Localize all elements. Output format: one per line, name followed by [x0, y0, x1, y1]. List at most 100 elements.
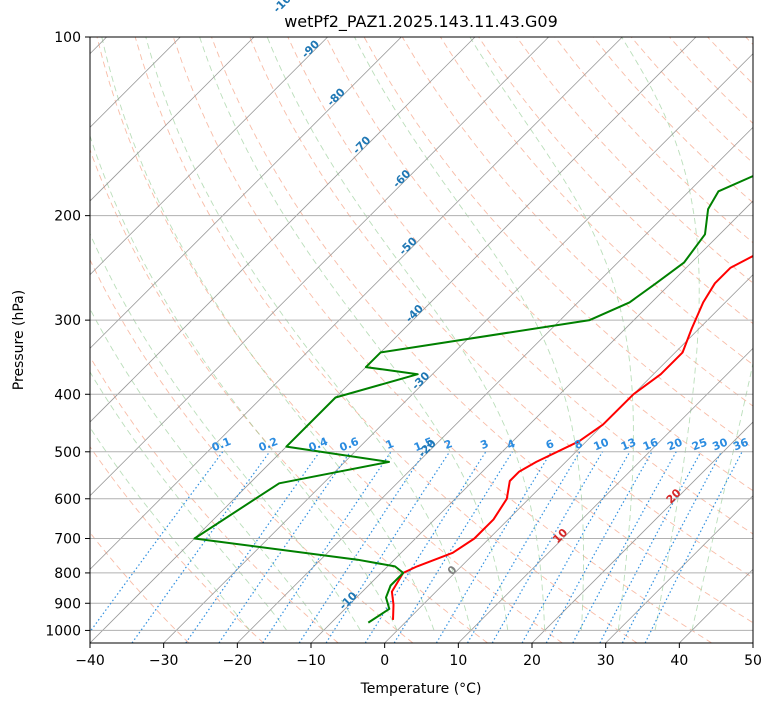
chart-title: wetPf2_PAZ1.2025.143.11.43.G09 — [284, 12, 558, 32]
mixing-ratio-label: 1 — [384, 437, 396, 452]
x-tick-label: 30 — [597, 653, 615, 669]
mixing-ratio-line — [364, 451, 487, 643]
background-lines — [90, 37, 753, 643]
mixing-ratio-line — [90, 451, 224, 633]
isotherm-line — [90, 37, 549, 497]
dry-adiabat-line — [554, 37, 753, 244]
isotherm-label: -90 — [299, 37, 322, 60]
y-tick-label: 400 — [54, 387, 81, 403]
mixing-ratio-label: 20 — [665, 436, 684, 454]
mixing-ratio-label: 25 — [690, 436, 709, 454]
mixing-ratio-label: 16 — [641, 436, 660, 454]
y-tick-label: 700 — [54, 532, 81, 548]
moist-adiabat-line — [621, 37, 700, 631]
y-tick-label: 200 — [54, 209, 81, 225]
x-tick-label: 10 — [449, 653, 467, 669]
y-tick-label: 600 — [54, 492, 81, 508]
isotherm-label: 20 — [664, 486, 684, 506]
isotherm-line — [237, 126, 753, 643]
mixing-ratio-line — [185, 451, 321, 643]
moist-adiabat-line — [145, 37, 472, 631]
dry-adiabat-line — [707, 37, 753, 85]
x-axis-title: Temperature (°C) — [360, 681, 482, 697]
moist-adiabat-line — [199, 37, 509, 631]
mixing-ratio-label: 30 — [711, 436, 730, 454]
dry-adiabat-line — [90, 355, 339, 643]
moist-adiabat-line — [90, 308, 324, 631]
mixing-ratio-line — [131, 451, 271, 643]
moist-adiabat-line — [90, 134, 398, 631]
dry-adiabat-line — [325, 37, 753, 492]
plot-frame — [89, 36, 754, 644]
mixing-ratio-label: 10 — [592, 436, 611, 454]
axes: −40 −30 −20 −10 0 10 20 30 40 50 100 200 300 400 500 60… — [45, 30, 762, 669]
isotherm-line — [90, 37, 623, 570]
isotherm-label: -60 — [390, 167, 413, 190]
dry-adiabat-line — [90, 445, 264, 643]
moist-adiabat-line — [90, 371, 288, 631]
mixing-ratio-line — [262, 451, 392, 643]
dry-adiabat-line — [669, 37, 753, 125]
mixing-ratio-line — [218, 451, 351, 643]
series-line — [390, 254, 753, 620]
profile-lines — [193, 174, 753, 624]
dry-adiabat-line — [516, 37, 753, 284]
mixing-ratio-label: 3 — [479, 437, 491, 452]
dry-adiabat-line — [249, 37, 753, 579]
y-tick-label: 1000 — [45, 623, 81, 639]
isotherm-line — [90, 37, 255, 202]
dry-adiabat-line — [172, 37, 712, 643]
isotherm-label: 10 — [550, 526, 570, 546]
isotherm-line — [384, 274, 753, 643]
isotherm-label: -50 — [397, 234, 420, 257]
dry-adiabat-line — [90, 258, 414, 643]
dry-adiabat-line — [134, 37, 638, 643]
mixing-ratio-line — [298, 451, 426, 643]
isotherm-line — [458, 347, 753, 643]
x-tick-label: 40 — [670, 653, 688, 669]
moist-adiabat-line — [691, 361, 753, 631]
dry-adiabat-line — [745, 37, 753, 46]
mixing-ratio-line — [325, 451, 451, 643]
mixing-ratio-line — [572, 451, 677, 643]
mixing-ratio-label: 4 — [505, 437, 517, 452]
dry-adiabat-line — [592, 37, 753, 204]
x-tick-label: 20 — [523, 653, 541, 669]
mixing-ratio-label: 2 — [442, 437, 454, 452]
mixing-ratio-line — [644, 451, 743, 643]
isotherm-label: -80 — [325, 85, 348, 108]
isotherm-line — [90, 37, 476, 423]
mixing-ratio-line — [545, 451, 653, 643]
mixing-ratio-line — [599, 451, 702, 643]
isotherm-line — [90, 37, 328, 276]
moist-adiabat-line — [90, 232, 361, 631]
isotherm-line — [90, 37, 402, 349]
isotherm-line — [90, 37, 697, 643]
dry-adiabat-line — [211, 37, 753, 624]
mixing-ratio-label: 8 — [573, 437, 585, 452]
isotherm-line — [752, 642, 753, 643]
x-tick-label: −40 — [75, 653, 105, 669]
mixing-ratio-label: 6 — [544, 437, 556, 452]
dry-adiabat-line — [287, 37, 753, 535]
dry-adiabat-line — [90, 531, 190, 643]
moist-adiabat-line — [90, 426, 251, 631]
isotherm-line — [531, 421, 753, 643]
y-tick-label: 900 — [54, 596, 81, 612]
isotherm-label: -70 — [350, 133, 373, 156]
mixing-ratio-label: 13 — [619, 436, 638, 454]
mixing-ratio-line — [521, 451, 631, 643]
x-tick-label: −30 — [149, 653, 179, 669]
isotherm-line — [605, 495, 753, 643]
moist-adiabat-line — [354, 37, 584, 631]
isotherm-line — [310, 200, 753, 643]
moist-adiabat-line — [266, 37, 546, 631]
dry-adiabat-line — [96, 37, 563, 643]
dry-adiabat-line — [90, 148, 488, 643]
x-tick-label: 50 — [744, 653, 762, 669]
y-axis-title: Pressure (hPa) — [11, 290, 27, 390]
isotherm-label: -10 — [337, 589, 360, 612]
mixing-ratio-label: 36 — [731, 436, 750, 454]
y-tick-label: 500 — [54, 445, 81, 461]
